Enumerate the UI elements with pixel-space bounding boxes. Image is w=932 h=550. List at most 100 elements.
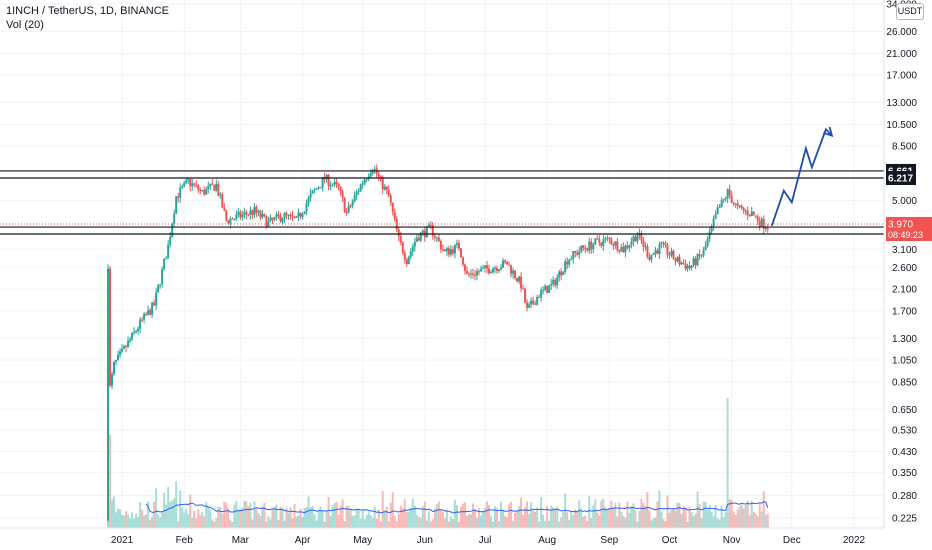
candle [135, 329, 138, 334]
candle [628, 244, 631, 252]
candlestick-series[interactable] [107, 164, 769, 522]
volume-bar [558, 521, 561, 528]
candle [247, 214, 250, 217]
price-tick-label: 13.000 [886, 98, 917, 109]
candle [259, 209, 262, 221]
currency-badge[interactable]: USDT [896, 3, 924, 20]
volume-bar [229, 520, 232, 528]
candle [748, 214, 751, 217]
volume-bar [169, 502, 172, 528]
candle [163, 257, 166, 271]
volume-bar [297, 515, 300, 528]
candle [205, 186, 208, 195]
candle [546, 285, 549, 294]
candle [345, 207, 348, 216]
volume-bar [682, 505, 685, 528]
time-tick-label: Jun [417, 535, 433, 546]
candle [405, 257, 408, 268]
candle [461, 256, 464, 267]
volume-bar [586, 520, 589, 528]
candle [443, 249, 446, 252]
candle [107, 264, 109, 522]
candle [592, 242, 595, 254]
candle [371, 168, 374, 176]
volume-bar [496, 507, 499, 528]
symbol-title[interactable]: 1INCH / TetherUS, 1D, BINANCE [6, 5, 170, 17]
candle [502, 257, 505, 269]
level-label: 6.217 [888, 174, 913, 185]
volume-bar [383, 510, 386, 528]
candle [233, 218, 236, 221]
projection-arrow[interactable] [770, 126, 834, 227]
candle [564, 258, 567, 275]
volume-bar [443, 518, 446, 528]
volume-bar [508, 504, 511, 528]
volume-bar [239, 509, 242, 528]
volume-bar [644, 505, 647, 528]
candle [305, 199, 308, 216]
candle [475, 268, 478, 281]
volume-bar [337, 514, 340, 528]
volume-bar [341, 499, 344, 528]
volume-bar [656, 501, 659, 528]
volume-bar [125, 511, 128, 528]
volume-bar [113, 496, 116, 528]
candle [109, 265, 112, 388]
candle [263, 213, 266, 218]
price-tick-label: 17.000 [886, 70, 917, 81]
candle [672, 249, 675, 260]
candle [662, 241, 665, 248]
volume-bar [353, 515, 356, 528]
volume-bar [467, 514, 470, 528]
volume-bar [630, 505, 633, 528]
candle [752, 211, 755, 216]
candle [554, 278, 557, 288]
candle [215, 179, 218, 192]
price-tick-label: 3.100 [892, 245, 917, 256]
volume-bar [245, 501, 248, 528]
volume-indicator-label[interactable]: Vol (20) [6, 19, 44, 31]
price-tick-label: 2.600 [892, 263, 917, 274]
volume-bar [716, 518, 719, 528]
horizontal-levels[interactable] [0, 170, 884, 235]
volume-bar [738, 506, 741, 528]
volume-bar [554, 508, 557, 528]
projection-path[interactable] [770, 127, 833, 227]
candle [359, 183, 362, 193]
candle [734, 202, 737, 209]
volume-bar [594, 499, 597, 528]
candle [411, 243, 414, 256]
candle [295, 215, 298, 219]
volume-bar [133, 518, 136, 528]
time-axis[interactable]: 2021 Feb Mar Apr May Jun Jul Aug Sep Oct Nov Dec 202… [0, 527, 884, 546]
candle [738, 204, 741, 209]
volume-bar [399, 505, 402, 528]
candle [622, 242, 625, 253]
candle [536, 295, 539, 306]
volume-bar [606, 509, 609, 528]
volume-bar [626, 501, 629, 528]
candle [271, 217, 274, 225]
candle [407, 255, 410, 265]
candle [746, 206, 749, 221]
price-axis[interactable]: 34.00026.00021.00017.00013.00010.5008.50… [883, 0, 932, 550]
volume-bar [502, 510, 505, 528]
price-tick-label: 0.225 [892, 513, 917, 524]
candle [664, 240, 667, 248]
candle [293, 216, 296, 219]
volume-bar [335, 501, 338, 528]
volume-bar [411, 498, 414, 528]
candle [514, 269, 517, 280]
candle [365, 178, 368, 183]
candle [327, 173, 330, 191]
volume-bar [720, 505, 723, 528]
volume-bar [267, 516, 270, 528]
volume-bar [618, 502, 621, 528]
candle [582, 244, 585, 252]
candle [604, 236, 607, 244]
candle [467, 271, 470, 278]
candle [512, 267, 515, 279]
volume-bar [387, 521, 390, 528]
candle [363, 178, 366, 186]
